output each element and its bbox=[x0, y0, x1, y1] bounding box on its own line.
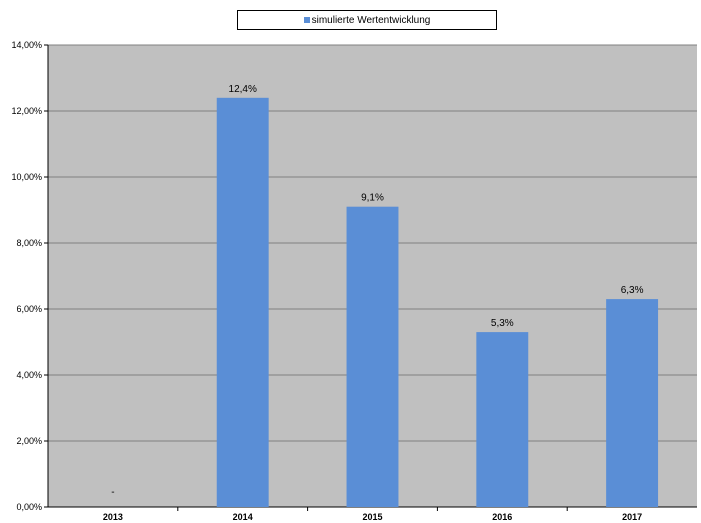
x-tick-label: 2013 bbox=[103, 512, 123, 522]
bar bbox=[606, 299, 659, 507]
y-tick-label: 4,00% bbox=[16, 370, 42, 380]
y-tick-label: 8,00% bbox=[16, 238, 42, 248]
y-tick-label: 12,00% bbox=[11, 106, 42, 116]
x-tick-label: 2017 bbox=[622, 512, 642, 522]
bar bbox=[476, 332, 529, 507]
data-label: 5,3% bbox=[491, 318, 514, 329]
x-tick-label: 2015 bbox=[362, 512, 382, 522]
x-tick-label: 2014 bbox=[233, 512, 253, 522]
y-tick-label: 2,00% bbox=[16, 436, 42, 446]
y-tick-label: 6,00% bbox=[16, 304, 42, 314]
legend-label: simulierte Wertentwicklung bbox=[311, 14, 431, 26]
data-label: 9,1% bbox=[361, 193, 384, 204]
y-tick-label: 10,00% bbox=[11, 172, 42, 182]
bar bbox=[346, 206, 399, 507]
data-label: 6,3% bbox=[621, 285, 644, 296]
y-tick-label: 0,00% bbox=[16, 502, 42, 512]
chart-legend: simulierte Wertentwicklung bbox=[237, 10, 497, 30]
legend-swatch bbox=[303, 17, 310, 23]
x-tick-label: 2016 bbox=[492, 512, 512, 522]
data-label: 12,4% bbox=[229, 84, 257, 95]
bar bbox=[216, 97, 269, 508]
data-label: - bbox=[111, 487, 114, 498]
y-tick-label: 14,00% bbox=[11, 40, 42, 50]
